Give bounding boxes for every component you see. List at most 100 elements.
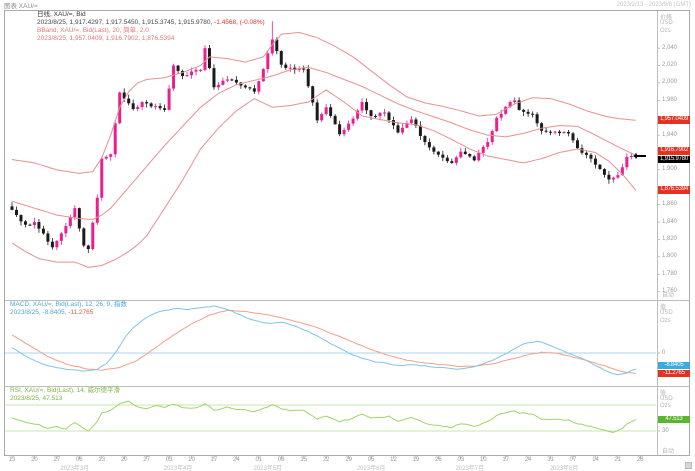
candle-body <box>459 151 463 158</box>
price-axis-header: USD <box>660 20 673 26</box>
axis-badge: 47.513 <box>658 415 690 424</box>
candle-body <box>607 174 611 180</box>
main-legend-ohlc: 2023/8/25, 1,917.4297, 1,917.5450, 1,915… <box>37 19 213 26</box>
candle-body <box>374 115 378 117</box>
main-legend[interactable]: 日线, XAU/=, Bid 2023/8/25, 1,917.4297, 1,… <box>37 11 265 43</box>
macd-legend-value: -8.8405, <box>42 309 69 316</box>
macd-tick-label: 0 <box>662 349 666 356</box>
chart-frame <box>4 10 690 456</box>
week-tick-label: 01 <box>255 457 263 463</box>
candle-body <box>584 152 588 155</box>
candle-body <box>490 131 494 143</box>
candle-body <box>391 120 395 126</box>
axis-badge: 1,916.7902 <box>658 147 690 155</box>
candle-body <box>616 175 620 178</box>
candle-body <box>234 79 238 83</box>
week-tick-label: 26 <box>435 457 442 463</box>
week-tick-label: 07 <box>569 457 577 463</box>
month-label: 2023年3月 <box>60 466 90 471</box>
candle-body <box>531 113 535 115</box>
candle-body <box>414 119 418 126</box>
month-label: 2023年4月 <box>163 466 193 471</box>
candle-body <box>315 102 319 121</box>
candle-body <box>504 106 508 114</box>
resize-gripper[interactable] <box>685 462 692 469</box>
bollinger-bands-group <box>11 31 637 268</box>
month-label: 2023年8月 <box>549 466 579 471</box>
candle-body <box>369 110 373 116</box>
price-tick-label: 1,860 <box>662 201 678 208</box>
rsi-legend[interactable]: RSI, XAU/=, Bid(Last), 14, 威尔德平滑 2023/8/… <box>10 387 120 403</box>
rsi-lines-group <box>5 400 656 433</box>
candle-body <box>544 130 548 132</box>
week-tick-label: 21 <box>614 457 622 463</box>
candle-body <box>73 208 77 218</box>
candle-body <box>629 155 633 157</box>
rsi-tick-label: 30 <box>662 427 669 434</box>
axis-badge: 1,915.9780 <box>658 155 690 164</box>
price-tick-label: 2,020 <box>662 62 678 69</box>
title-bar: 图表 XAU/= 2023/2/13 - 2023/9/8 (GMT) <box>0 0 695 10</box>
candle-body <box>400 127 404 133</box>
candle-body <box>423 135 427 143</box>
candle-body <box>324 107 328 115</box>
week-tick-label: 27 <box>53 457 61 463</box>
candle-body <box>342 129 346 135</box>
price-tick-label: 2,040 <box>662 44 678 51</box>
candle-body <box>243 85 247 88</box>
macd-legend-date: 2023/8/25, <box>10 309 43 316</box>
candle-body <box>46 233 50 242</box>
candle-body <box>181 70 185 76</box>
panel-separator-rsi[interactable] <box>5 386 690 387</box>
candle-body <box>55 240 59 248</box>
candle-body <box>194 69 198 72</box>
candle-body <box>535 114 539 124</box>
macd-axis-header: USD <box>660 310 673 316</box>
bband-legend-values: 2023/8/25, 1,957.0409, 1,916.7902, 1,876… <box>37 35 175 42</box>
candle-body <box>221 80 225 85</box>
bband-upper-line <box>11 31 636 174</box>
last-price-marker <box>633 153 646 159</box>
candle-body <box>154 106 158 108</box>
candle-body <box>261 69 265 82</box>
panel-separator-macd[interactable] <box>5 300 690 301</box>
candle-body <box>356 110 360 119</box>
price-axis-header: 价格 <box>660 15 673 21</box>
bband-middle-line <box>11 66 637 221</box>
candle-body <box>432 147 436 152</box>
macd-signal-line <box>11 309 636 374</box>
candle-body <box>248 87 252 89</box>
candle-body <box>409 119 413 123</box>
candle-body <box>172 65 176 89</box>
price-tick-label: 1,800 <box>662 253 678 260</box>
week-tick-label: 03 <box>165 457 173 463</box>
week-tick-label: 19 <box>412 457 420 463</box>
week-tick-label: 20 <box>31 457 38 463</box>
bband-lower-line <box>11 89 637 268</box>
candle-body <box>495 117 499 132</box>
candle-body <box>306 69 310 87</box>
candle-body <box>127 98 131 104</box>
week-tick-label: 13 <box>98 457 106 463</box>
candle-body <box>320 114 324 121</box>
candle-body <box>625 156 629 168</box>
candle-body <box>383 112 387 114</box>
candle-body <box>32 222 36 226</box>
rsi-axis-header: Ozs <box>660 403 671 409</box>
month-label: 2023年7月 <box>455 466 485 471</box>
macd-legend[interactable]: MACD, XAU/=, Bid(Last), 12, 26, 9, 指数 20… <box>10 301 127 317</box>
week-tick-label: 17 <box>210 457 218 463</box>
price-tick-label: 1,940 <box>662 131 678 138</box>
candle-body <box>163 108 167 110</box>
candle-body <box>360 102 364 111</box>
candle-body <box>620 167 624 176</box>
candle-body <box>122 92 126 99</box>
candle-body <box>593 158 597 165</box>
price-tick-label: 1,840 <box>662 218 678 225</box>
week-tick-label: 22 <box>322 457 330 463</box>
week-tick-label: 06 <box>75 457 83 463</box>
candle-body <box>176 65 180 71</box>
candle-body <box>526 111 530 114</box>
candle-body <box>351 118 355 124</box>
